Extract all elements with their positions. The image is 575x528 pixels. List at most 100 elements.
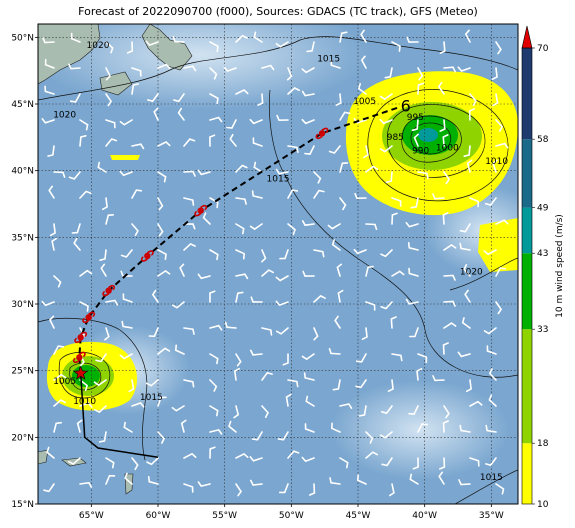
wind-barb bbox=[459, 242, 471, 251]
wind-barb bbox=[179, 263, 185, 277]
wind-barb bbox=[145, 379, 159, 387]
wind-barb bbox=[73, 237, 81, 251]
wind-barb bbox=[253, 161, 263, 173]
wind-barb bbox=[157, 141, 171, 147]
wind-barb bbox=[131, 457, 139, 471]
wind-barb bbox=[250, 296, 263, 303]
wind-barb bbox=[53, 421, 62, 433]
wind-barb bbox=[68, 63, 81, 70]
wind-barb bbox=[329, 477, 341, 485]
wind-barb bbox=[387, 379, 394, 392]
wind-barb bbox=[463, 264, 471, 277]
wind-barb bbox=[183, 327, 195, 335]
map-frame bbox=[37, 23, 519, 505]
wind-barb bbox=[183, 65, 197, 72]
wind-barb bbox=[41, 300, 55, 307]
wind-barb bbox=[495, 219, 509, 225]
wind-barb bbox=[94, 405, 107, 414]
wind-barb bbox=[98, 431, 107, 443]
wind-barb bbox=[157, 171, 167, 183]
wind-barb bbox=[483, 327, 497, 335]
wind-barb bbox=[380, 249, 393, 258]
wind-barb bbox=[183, 452, 197, 459]
wind-barb bbox=[131, 67, 142, 77]
wind-barb bbox=[486, 345, 497, 355]
wind-barb bbox=[361, 327, 368, 340]
wind-barb bbox=[131, 402, 145, 408]
wind-barb bbox=[53, 399, 66, 407]
wind-barb bbox=[335, 93, 342, 106]
wind-barb bbox=[363, 145, 369, 159]
isobar-label: 995 bbox=[407, 113, 424, 123]
wind-barb bbox=[411, 119, 419, 132]
wind-barb bbox=[495, 267, 507, 277]
wind-barb bbox=[131, 189, 143, 199]
isobar-label: 1015 bbox=[480, 473, 503, 483]
wind-barb bbox=[235, 223, 245, 235]
wind-barb bbox=[381, 457, 393, 467]
wind-barb bbox=[468, 108, 475, 121]
wind-barb bbox=[251, 431, 263, 441]
storm-track-past bbox=[79, 373, 159, 459]
isobar-label: 1020 bbox=[53, 110, 76, 120]
wind-barb bbox=[391, 353, 403, 362]
wind-barb bbox=[249, 118, 263, 125]
wind-barb bbox=[131, 143, 145, 150]
wind-barb bbox=[409, 473, 419, 485]
wind-barb bbox=[202, 212, 211, 225]
wind-barb bbox=[385, 171, 393, 184]
wind-barb bbox=[439, 41, 446, 54]
wind-barb bbox=[495, 483, 505, 495]
wind-barb bbox=[235, 452, 249, 459]
wind-barb bbox=[105, 474, 116, 485]
wind-barb bbox=[287, 379, 299, 388]
wind-barb bbox=[379, 145, 393, 153]
lat-tick-label: 35°N bbox=[11, 233, 34, 243]
wind-barb bbox=[209, 41, 219, 52]
wind-barb bbox=[302, 270, 315, 277]
wind-barb bbox=[157, 396, 167, 407]
wind-barb bbox=[95, 353, 107, 363]
tropical-storm-symbol bbox=[194, 204, 208, 217]
wind-barb bbox=[209, 290, 216, 303]
colorbar-tick-label: 43 bbox=[537, 249, 548, 259]
wind-barb bbox=[417, 171, 429, 180]
wind-barb bbox=[405, 298, 419, 305]
wind-barb bbox=[235, 249, 246, 260]
wind-barb bbox=[313, 249, 325, 258]
wind-barb bbox=[495, 142, 509, 149]
wind-barb bbox=[157, 223, 164, 237]
wind-barb bbox=[337, 289, 344, 303]
isobar-label: 1020 bbox=[87, 41, 110, 51]
tropical-storm-symbol bbox=[102, 284, 116, 297]
wind-barb bbox=[365, 265, 374, 277]
wind-barb bbox=[49, 315, 55, 329]
wind-barb bbox=[339, 457, 349, 469]
tropical-storm-symbol bbox=[74, 331, 88, 344]
wind-barb bbox=[304, 145, 315, 155]
lat-tick-label: 15°N bbox=[11, 500, 34, 510]
wind-barb bbox=[488, 368, 497, 381]
wind-barb bbox=[443, 274, 456, 281]
wind-barb bbox=[79, 301, 89, 312]
wind-barb bbox=[301, 456, 315, 463]
wind-barb bbox=[174, 344, 185, 355]
wind-barb bbox=[235, 89, 249, 95]
map-area[interactable]: 1020 1020 1015 1015 1005 995 990 985 1000 1010 102… bbox=[30, 0, 545, 504]
wind-barb bbox=[443, 300, 456, 307]
wind-barb bbox=[365, 223, 378, 230]
wind-barb bbox=[235, 483, 242, 497]
wind-barb bbox=[438, 471, 445, 485]
wind-barb bbox=[313, 189, 325, 199]
wind-barb bbox=[229, 133, 237, 147]
wind-barb bbox=[180, 419, 187, 433]
wind-barb bbox=[495, 119, 504, 132]
wind-barb bbox=[131, 223, 139, 236]
wind-barb bbox=[100, 263, 107, 277]
land-nova-scotia bbox=[38, 24, 101, 85]
wind-barb bbox=[469, 93, 477, 106]
wind-barb bbox=[42, 37, 55, 44]
wind-barb bbox=[439, 457, 446, 470]
wind-barb bbox=[301, 353, 315, 361]
wind-barb bbox=[408, 405, 419, 415]
